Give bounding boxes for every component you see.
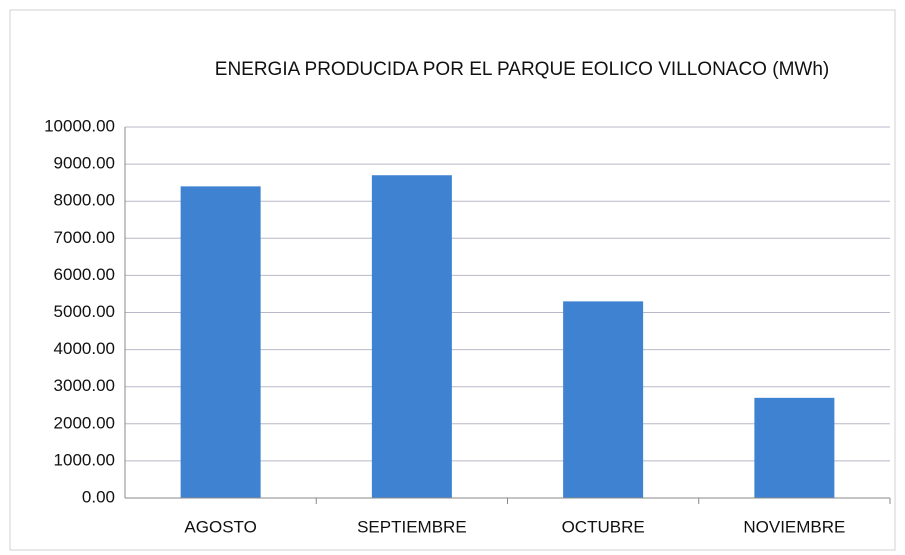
x-tick-label: OCTUBRE [562, 517, 645, 536]
bar [563, 301, 644, 498]
y-tick-label: 6000.00 [54, 265, 115, 284]
y-tick-label: 3000.00 [54, 376, 115, 395]
y-tick-label: 5000.00 [54, 302, 115, 321]
y-tick-label: 8000.00 [54, 191, 115, 210]
chart-title: ENERGIA PRODUCIDA POR EL PARQUE EOLICO V… [215, 59, 829, 80]
bar [180, 186, 261, 499]
y-tick-label: 7000.00 [54, 228, 115, 247]
y-tick-label: 0.00 [82, 487, 115, 506]
y-tick-label: 10000.00 [44, 116, 115, 135]
x-tick-label: AGOSTO [184, 517, 256, 536]
bar [371, 175, 452, 499]
chart-frame [9, 9, 896, 551]
y-tick-label: 1000.00 [54, 450, 115, 469]
y-tick-label: 9000.00 [54, 154, 115, 173]
y-tick-label: 4000.00 [54, 339, 115, 358]
bar [754, 397, 835, 498]
x-tick-label: SEPTIEMBRE [357, 517, 467, 536]
x-tick-label: NOVIEMBRE [743, 517, 845, 536]
y-tick-label: 2000.00 [54, 413, 115, 432]
